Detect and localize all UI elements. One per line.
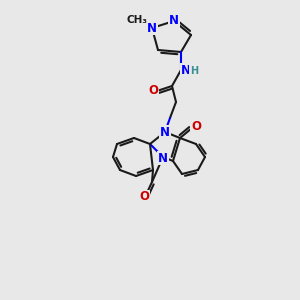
Text: CH₃: CH₃ <box>127 15 148 25</box>
Text: O: O <box>139 190 149 203</box>
Text: N: N <box>181 64 191 76</box>
Text: H: H <box>190 66 198 76</box>
Text: O: O <box>191 121 201 134</box>
Text: N: N <box>158 152 168 164</box>
Text: N: N <box>147 22 157 34</box>
Text: N: N <box>160 125 170 139</box>
Text: O: O <box>148 83 158 97</box>
Text: N: N <box>169 14 179 28</box>
